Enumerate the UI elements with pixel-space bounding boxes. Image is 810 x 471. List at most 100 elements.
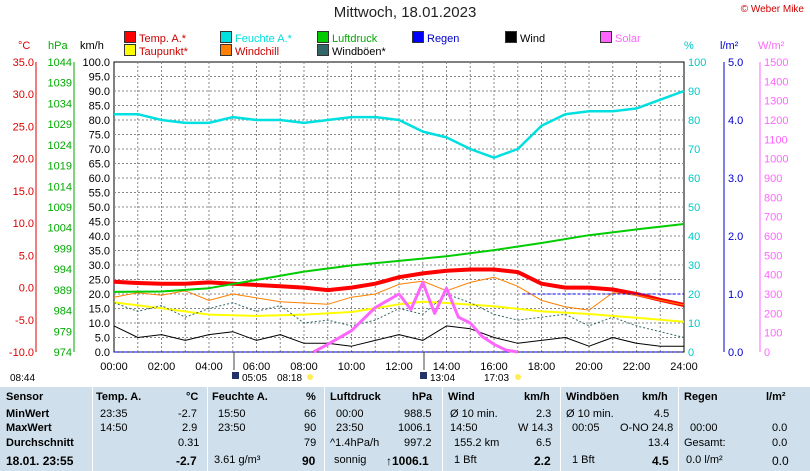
press-tick-label: 1039 bbox=[48, 78, 72, 90]
time-label-sunrise: 05:05 bbox=[242, 373, 267, 384]
hdr-temp-unit: °C bbox=[186, 391, 199, 403]
table-row-max: MaxWert 14:50 2.9 23:50 90 23:50 1006.1 … bbox=[0, 422, 810, 436]
humidity-tick-label: 80 bbox=[688, 115, 700, 127]
wind-value: 6.5 bbox=[536, 437, 552, 449]
rain-unit: l/m² bbox=[720, 40, 739, 52]
humidity-tick-label: 10 bbox=[688, 318, 700, 330]
solar-tick-label: 1000 bbox=[764, 154, 788, 166]
legend-item: Wind bbox=[505, 31, 545, 45]
wind-value: W 14.3 bbox=[518, 422, 553, 434]
rain-tick-label: 5.0 bbox=[728, 57, 743, 69]
x-tick-label: 24:00 bbox=[670, 361, 698, 373]
legend-item: Feuchte A.* bbox=[220, 31, 292, 45]
gust-value: O-NO 24.8 bbox=[620, 422, 674, 434]
wind-info: Ø 10 min. bbox=[450, 408, 498, 420]
sunset-icon bbox=[420, 372, 427, 379]
legend-label: Regen bbox=[427, 33, 460, 45]
rain-tick-label: 4.0 bbox=[728, 115, 743, 127]
wind-tick-label: 0.0 bbox=[95, 347, 110, 359]
rain-info: Gesamt: bbox=[684, 437, 726, 449]
x-tick-label: 02:00 bbox=[148, 361, 176, 373]
wind-unit: km/h bbox=[80, 40, 104, 52]
wind-tick-label: 45.0 bbox=[89, 217, 110, 229]
legend-item: Windböen* bbox=[317, 44, 386, 58]
series-line bbox=[312, 280, 519, 354]
time-label-left: 08:44 bbox=[10, 373, 35, 384]
press-time: 00:00 bbox=[336, 408, 364, 420]
legend-label: Taupunkt* bbox=[139, 46, 188, 58]
rain-info: 00:00 bbox=[690, 422, 718, 434]
solar-tick-label: 400 bbox=[764, 270, 782, 282]
wind-tick-label: 40.0 bbox=[89, 231, 110, 243]
humidity-tick-label: 70 bbox=[688, 144, 700, 156]
x-tick-label: 20:00 bbox=[575, 361, 603, 373]
wind-tick-label: 25.0 bbox=[89, 275, 110, 287]
weather-chart: 35.0 30.0 25.0 20.0 15.0 10.0 5.0 0.0 -5.0 -10.0 1… bbox=[9, 57, 789, 384]
x-tick-label: 22:00 bbox=[623, 361, 651, 373]
wind-tick-label: 15.0 bbox=[89, 304, 110, 316]
hdr-hum-unit: % bbox=[306, 391, 316, 403]
wind-info: 14:50 bbox=[450, 422, 478, 434]
gust-value: 13.4 bbox=[648, 437, 670, 449]
legend-label: Wind bbox=[520, 33, 546, 45]
x-tick-label: 08:00 bbox=[290, 361, 318, 373]
x-tick-label: 10:00 bbox=[338, 361, 366, 373]
humidity-tick-label: 50 bbox=[688, 202, 700, 214]
wind-tick-label: 50.0 bbox=[89, 202, 110, 214]
wind-tick-label: 35.0 bbox=[89, 246, 110, 258]
legend-label: Luftdruck bbox=[332, 33, 378, 45]
press-tick-label: 1019 bbox=[48, 161, 72, 173]
humidity-tick-label: 40 bbox=[688, 231, 700, 243]
hdr-press-unit: hPa bbox=[412, 391, 433, 403]
table-header-row: Sensor Temp. A. °C Feuchte A. % Luftdruc… bbox=[0, 391, 810, 405]
row-label: Durchschnitt bbox=[6, 437, 74, 449]
solar-tick-label: 0 bbox=[764, 347, 770, 359]
temp-tick-label: 30.0 bbox=[13, 89, 34, 101]
series-line bbox=[113, 300, 685, 323]
hdr-rain-unit: l/m² bbox=[766, 391, 786, 403]
solar-tick-label: 500 bbox=[764, 250, 782, 262]
temp-tick-label: 10.0 bbox=[13, 218, 34, 230]
temp-time: 14:50 bbox=[100, 422, 128, 434]
gust-value: 4.5 bbox=[652, 454, 669, 468]
summary-table: Sensor Temp. A. °C Feuchte A. % Luftdruc… bbox=[0, 387, 810, 471]
press-tick-label: 1009 bbox=[48, 202, 72, 214]
rain-value: 0.0 bbox=[772, 454, 789, 468]
humidity-tick-label: 100 bbox=[688, 57, 706, 69]
row-label: MaxWert bbox=[6, 422, 52, 434]
legend-swatch bbox=[124, 44, 136, 56]
temp-tick-label: -10.0 bbox=[9, 347, 34, 359]
series-line bbox=[113, 325, 684, 347]
legend-item: Regen bbox=[412, 31, 459, 45]
series-line bbox=[114, 89, 685, 159]
time-label-1304: 13:04 bbox=[430, 373, 455, 384]
legend-item: Solar bbox=[600, 31, 641, 45]
humidity-tick-label: 30 bbox=[688, 260, 700, 272]
legend-swatch bbox=[317, 44, 329, 56]
temp-value: -2.7 bbox=[176, 454, 197, 468]
hdr-gust-unit: km/h bbox=[642, 391, 668, 403]
rain-tick-label: 1.0 bbox=[728, 289, 743, 301]
hdr-sensor: Sensor bbox=[6, 391, 44, 403]
rain-tick-label: 0.0 bbox=[728, 347, 743, 359]
legend-swatch bbox=[220, 44, 232, 56]
copyright[interactable]: © Weber Mike bbox=[740, 4, 804, 15]
rain-rate: 0.0 l/m² bbox=[686, 454, 723, 466]
rain-tick-label: 2.0 bbox=[728, 231, 743, 243]
temp-tick-label: 25.0 bbox=[13, 121, 34, 133]
humidity-tick-label: 20 bbox=[688, 289, 700, 301]
hum-time: 15:50 bbox=[218, 408, 246, 420]
solar-unit: W/m² bbox=[758, 40, 785, 52]
press-tick-label: 984 bbox=[54, 306, 72, 318]
rain-value: 0.0 bbox=[772, 437, 788, 449]
chart-title: Mittwoch, 18.01.2023 bbox=[333, 4, 477, 21]
sunrise-icon bbox=[232, 372, 239, 379]
solar-tick-label: 700 bbox=[764, 212, 782, 224]
legend-item: Taupunkt* bbox=[124, 44, 188, 58]
press-tick-label: 1004 bbox=[48, 223, 72, 235]
temp-tick-label: 20.0 bbox=[13, 154, 34, 166]
temp-value: -2.7 bbox=[178, 408, 197, 420]
press-tick-label: 999 bbox=[54, 243, 72, 255]
legend-item: Windchill bbox=[220, 44, 279, 58]
